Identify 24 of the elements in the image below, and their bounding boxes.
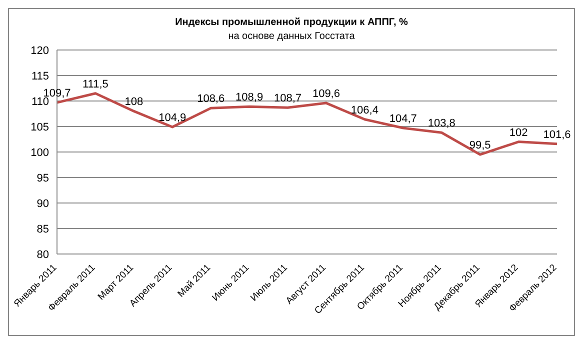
data-label: 108,7	[274, 92, 302, 105]
data-label: 108,6	[197, 93, 225, 106]
y-tick-label: 90	[36, 198, 49, 210]
chart-subtitle: на основе данных Госстата	[227, 31, 356, 42]
chart-title: Индексы промышленной продукции к АППГ, %	[174, 17, 409, 28]
y-tick-label: 120	[30, 44, 49, 57]
data-label: 103,8	[428, 118, 456, 130]
data-label: 102	[509, 126, 528, 139]
y-tick-label: 105	[30, 121, 49, 134]
data-label: 111,5	[82, 78, 108, 90]
y-tick-label: 85	[36, 223, 49, 236]
y-tick-label: 80	[36, 248, 49, 261]
data-label: 104,7	[389, 113, 417, 126]
y-tick-label: 115	[31, 70, 49, 82]
data-label: 104,9	[158, 112, 186, 124]
data-label: 99,5	[469, 140, 491, 152]
data-label: 109,6	[312, 88, 340, 100]
data-label: 108	[124, 96, 144, 108]
data-label: 106,4	[350, 104, 378, 116]
y-tick-label: 110	[31, 96, 49, 108]
data-label: 101,6	[543, 128, 571, 141]
y-tick-label: 100	[30, 146, 49, 159]
data-label: 108,9	[236, 92, 264, 104]
y-tick-label: 95	[36, 172, 49, 184]
